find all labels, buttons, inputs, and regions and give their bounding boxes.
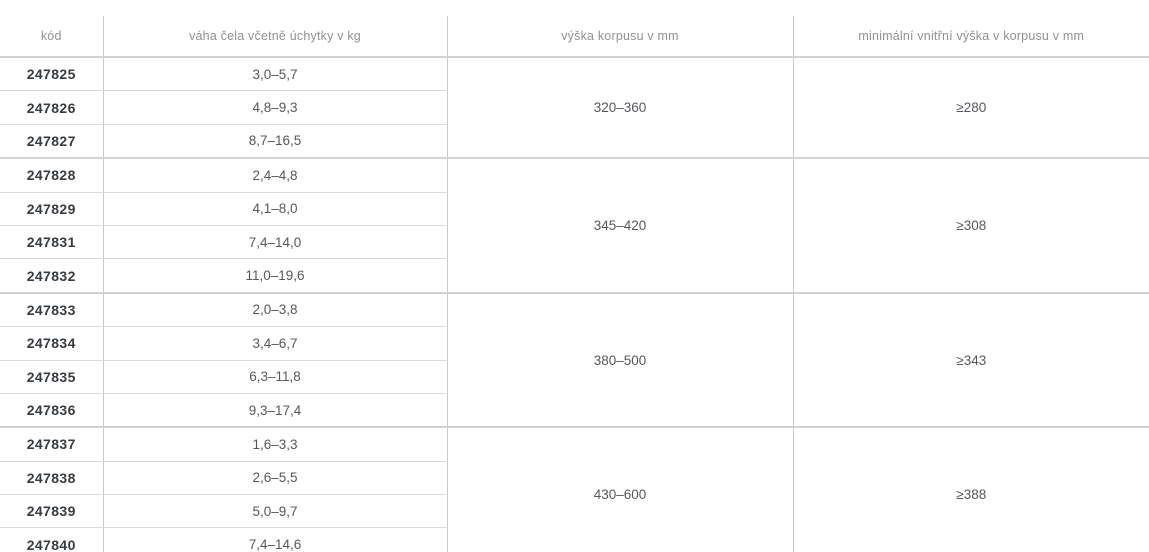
weight-cell: 11,0–19,6 (103, 258, 448, 294)
weight-cell: 9,3–17,4 (103, 393, 448, 429)
table-row: 247835 6,3–11,8 (0, 360, 1149, 394)
weight-cell: 2,6–5,5 (103, 461, 448, 496)
code-cell: 247838 (0, 461, 104, 496)
code-cell: 247829 (0, 192, 104, 226)
height-span-cell: 380–500 (447, 292, 794, 429)
table-row: 247829 4,1–8,0 (0, 192, 1149, 226)
col-header-kod: kód (0, 16, 104, 58)
code-cell: 247832 (0, 258, 104, 294)
table-row: 247833 2,0–3,8 380–500 ≥343 (0, 292, 1149, 429)
table-row: 247827 8,7–16,5 (0, 124, 1149, 160)
col-header-min-vnitrni-vyska: minimální vnitřní výška v korpusu v mm (793, 16, 1149, 58)
table-row: 247831 7,4–14,0 (0, 225, 1149, 260)
weight-cell: 2,4–4,8 (103, 158, 448, 193)
table-header: kód váha čela včetně úchytky v kg výška … (0, 16, 1149, 58)
weight-cell: 7,4–14,0 (103, 225, 448, 260)
weight-cell: 6,3–11,8 (103, 360, 448, 394)
code-cell: 247831 (0, 225, 104, 260)
weight-cell: 1,6–3,3 (103, 427, 448, 462)
code-cell: 247837 (0, 427, 104, 462)
code-cell: 247826 (0, 90, 104, 125)
code-cell: 247827 (0, 124, 104, 160)
table-row: 247837 1,6–3,3 430–600 ≥388 (0, 427, 1149, 552)
min-height-span-cell: ≥308 (793, 158, 1149, 294)
height-span-cell: 320–360 (447, 57, 794, 160)
spec-table: kód váha čela včetně úchytky v kg výška … (0, 16, 1149, 552)
code-cell: 247836 (0, 393, 104, 429)
table-body: 247825 3,0–5,7 320–360 ≥280 247826 4,8–9… (0, 57, 1149, 552)
height-span-cell: 345–420 (447, 158, 794, 294)
code-cell: 247840 (0, 527, 104, 552)
weight-cell: 8,7–16,5 (103, 124, 448, 160)
min-height-span-cell: ≥280 (793, 57, 1149, 160)
min-height-span-cell: ≥343 (793, 292, 1149, 429)
weight-cell: 3,4–6,7 (103, 326, 448, 361)
height-span-cell: 430–600 (447, 427, 794, 552)
weight-cell: 4,1–8,0 (103, 192, 448, 226)
table-row: 247834 3,4–6,7 (0, 326, 1149, 361)
table-row: 247839 5,0–9,7 (0, 494, 1149, 529)
col-header-vaha: váha čela včetně úchytky v kg (103, 16, 448, 58)
code-cell: 247825 (0, 57, 104, 92)
table-row: 247832 11,0–19,6 (0, 258, 1149, 294)
header-row: kód váha čela včetně úchytky v kg výška … (0, 16, 1149, 58)
code-cell: 247828 (0, 158, 104, 193)
table-row: 247828 2,4–4,8 345–420 ≥308 (0, 158, 1149, 294)
table-row: 247825 3,0–5,7 320–360 ≥280 (0, 57, 1149, 160)
weight-cell: 4,8–9,3 (103, 90, 448, 125)
code-cell: 247834 (0, 326, 104, 361)
table-row: 247838 2,6–5,5 (0, 461, 1149, 496)
weight-cell: 5,0–9,7 (103, 494, 448, 529)
code-cell: 247839 (0, 494, 104, 529)
table-row: 247836 9,3–17,4 (0, 393, 1149, 429)
weight-cell: 7,4–14,6 (103, 527, 448, 552)
weight-cell: 2,0–3,8 (103, 292, 448, 328)
table-row: 247826 4,8–9,3 (0, 90, 1149, 125)
table-row: 247840 7,4–14,6 (0, 527, 1149, 552)
code-cell: 247833 (0, 292, 104, 328)
code-cell: 247835 (0, 360, 104, 394)
min-height-span-cell: ≥388 (793, 427, 1149, 552)
weight-cell: 3,0–5,7 (103, 57, 448, 92)
col-header-vyska-korpusu: výška korpusu v mm (447, 16, 794, 58)
